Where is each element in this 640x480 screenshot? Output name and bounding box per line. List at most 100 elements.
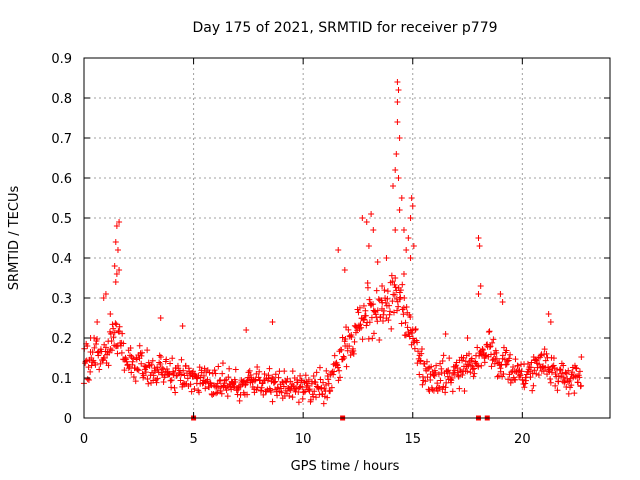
- data-point: [269, 398, 276, 405]
- data-point: [225, 374, 232, 381]
- data-point: [140, 372, 147, 379]
- data-point: [445, 367, 452, 374]
- data-point: [530, 382, 537, 389]
- data-point: [459, 371, 466, 378]
- data-point: [442, 384, 449, 391]
- data-point: [393, 151, 400, 157]
- data-point: [392, 275, 399, 281]
- data-point: [107, 311, 114, 317]
- data-point: [395, 303, 402, 310]
- data-point: [94, 319, 101, 325]
- data-point: [187, 381, 194, 388]
- data-point: [171, 384, 178, 391]
- data-point: [148, 361, 155, 368]
- data-point: [548, 369, 555, 376]
- data-point: [88, 362, 95, 369]
- data-point: [402, 319, 409, 326]
- data-point: [198, 369, 205, 376]
- data-point: [336, 367, 343, 374]
- data-point: [370, 301, 377, 308]
- data-point: [355, 309, 362, 316]
- data-point: [500, 344, 507, 351]
- x-tick-label: 5: [189, 432, 197, 447]
- data-point: [83, 357, 90, 364]
- data-point: [356, 304, 363, 311]
- data-point: [100, 295, 107, 301]
- data-point: [394, 307, 401, 314]
- data-point: [512, 356, 519, 363]
- data-point: [400, 271, 407, 277]
- data-point: [328, 384, 335, 391]
- data-point: [180, 380, 187, 387]
- data-point: [524, 360, 531, 367]
- data-point: [278, 389, 285, 396]
- data-point: [545, 367, 552, 374]
- data-point: [385, 317, 392, 324]
- data-point: [403, 303, 410, 310]
- data-point: [455, 373, 462, 380]
- data-point: [395, 175, 402, 181]
- data-point: [305, 376, 312, 383]
- data-point: [144, 375, 151, 382]
- data-point: [543, 350, 550, 357]
- data-point: [386, 302, 393, 309]
- data-point: [567, 375, 574, 382]
- data-point: [521, 384, 528, 391]
- data-point: [449, 388, 456, 395]
- data-point: [547, 379, 554, 386]
- data-point: [571, 390, 578, 397]
- data-point: [244, 391, 251, 398]
- data-point: [410, 335, 417, 342]
- y-tick-label: 0.7: [51, 132, 72, 147]
- data-point: [114, 247, 121, 253]
- data-point: [401, 294, 408, 301]
- data-point: [210, 382, 217, 389]
- data-point: [448, 374, 455, 381]
- data-point: [474, 344, 481, 351]
- data-point: [179, 323, 186, 329]
- data-point: [424, 365, 431, 372]
- y-tick-label: 0.1: [51, 372, 72, 387]
- data-point: [212, 370, 219, 377]
- data-point: [337, 374, 344, 381]
- data-point: [379, 283, 386, 289]
- data-point: [199, 380, 206, 387]
- data-point: [145, 380, 152, 387]
- data-point: [442, 331, 449, 337]
- data-point: [481, 359, 488, 366]
- data-point: [433, 362, 440, 369]
- y-tick-label: 0.4: [51, 252, 72, 267]
- data-point: [318, 384, 325, 391]
- data-point: [550, 355, 557, 362]
- data-point: [493, 349, 500, 356]
- data-point: [119, 330, 126, 337]
- data-point: [470, 373, 477, 380]
- data-point: [150, 372, 157, 379]
- data-point: [116, 323, 123, 330]
- data-point: [91, 344, 98, 351]
- data-point: [97, 360, 104, 367]
- data-point: [118, 349, 125, 356]
- data-point: [390, 183, 397, 189]
- data-point: [456, 385, 463, 392]
- data-point: [160, 378, 167, 385]
- data-point: [389, 278, 396, 285]
- data-point: [411, 345, 418, 352]
- data-point: [275, 374, 282, 381]
- data-point: [130, 355, 137, 362]
- data-point: [568, 382, 575, 389]
- data-point: [316, 364, 323, 371]
- data-point: [437, 377, 444, 384]
- data-point: [138, 360, 145, 367]
- data-point: [346, 343, 353, 350]
- data-point: [563, 370, 570, 377]
- data-point: [557, 367, 564, 374]
- data-point: [139, 349, 146, 356]
- data-point: [369, 335, 376, 342]
- data-point: [120, 340, 127, 347]
- data-point: [123, 356, 130, 363]
- data-point: [327, 387, 334, 394]
- data-point: [339, 356, 346, 363]
- data-point: [305, 386, 312, 393]
- data-point: [348, 334, 355, 341]
